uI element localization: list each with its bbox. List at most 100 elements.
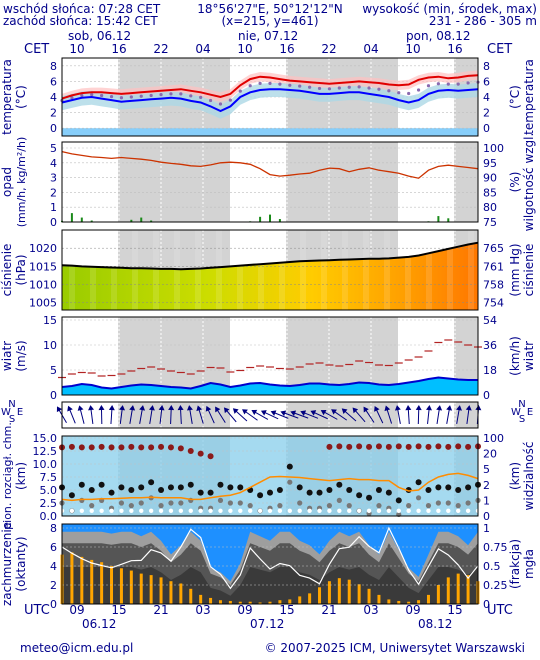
fog-bar (308, 593, 312, 604)
top-tick-label: 10 (69, 42, 84, 56)
day-label-sun: nie, 07.12 (238, 29, 298, 43)
bottom-tick-label: 09 (237, 603, 252, 617)
feels-like-point (218, 102, 223, 106)
feels-like-point (377, 87, 381, 91)
fog-bar (407, 601, 411, 604)
feels-like-point (288, 83, 292, 87)
fog-bar (189, 588, 193, 604)
top-tick-label: 22 (153, 42, 168, 56)
cloud-top-point (356, 443, 363, 450)
fog-point (366, 508, 372, 513)
cloud-top-point (346, 443, 353, 450)
fog-bar (90, 559, 94, 604)
wind-arrow-head (168, 405, 175, 411)
cloud-low-point (128, 503, 134, 509)
left-tick-label: 1 (50, 201, 57, 214)
fog-point (158, 508, 164, 513)
wind-arrow-head (270, 410, 277, 416)
pressure-right-unit: (mm Hg) (508, 243, 522, 296)
cloud-low-point (465, 500, 471, 506)
wind-arrow (320, 409, 338, 420)
wind-arrow (242, 409, 258, 421)
wind-arrow-head (456, 405, 462, 411)
cloud-low-point (217, 497, 224, 503)
wind-arrow (426, 405, 432, 425)
fog-bar (466, 575, 470, 604)
wind-arrow-head (232, 408, 239, 414)
cloud-base-point (197, 489, 204, 496)
cloud-low-point (227, 500, 233, 506)
cloud-base-point (326, 487, 333, 493)
wind-arrow-head (88, 405, 95, 411)
compass-letter-right: E (527, 407, 533, 418)
cloud-top-point (88, 444, 95, 451)
fog-point (228, 508, 233, 513)
fog-point (347, 508, 352, 513)
feels-like-point (100, 93, 104, 98)
wind-arrow (67, 405, 76, 424)
wind-axis-label: wiatr (0, 341, 14, 371)
left-tick-label: 15 (43, 314, 57, 327)
wind-right-label: wiatr (522, 341, 536, 371)
fog-point (307, 508, 312, 513)
wind-arrow-head (310, 410, 317, 416)
feels-like-point (426, 84, 431, 88)
fog-bar (357, 584, 361, 604)
cloud-top-point (435, 443, 442, 450)
right-tick-label: 100 (483, 142, 504, 155)
fog-point (168, 508, 174, 513)
fog-bar (318, 587, 322, 604)
temperature-right-unit: (°C) (508, 85, 522, 109)
cloud-base-point (375, 487, 382, 493)
pressure-axis-unit: (hPa) (14, 254, 28, 285)
contact-email[interactable]: meteo@icm.edu.pl (20, 641, 133, 655)
fog-bar (446, 577, 450, 604)
feels-like-point (268, 81, 272, 85)
fog-point (208, 508, 213, 513)
feels-like-point (199, 95, 203, 99)
cloud-low-point (237, 500, 243, 506)
night-band (286, 402, 398, 428)
cloud-top-point (128, 443, 135, 450)
right-tick-label: 8 (483, 60, 490, 73)
feels-like-point (416, 88, 421, 92)
wind-arrow (196, 405, 204, 424)
wind-arrow (119, 405, 126, 424)
fog-point (119, 508, 124, 513)
night-band (454, 142, 478, 222)
wind-arrow (205, 405, 215, 424)
precip-bar (150, 220, 153, 222)
cloud-top-point (177, 445, 184, 452)
cloud-low-point (445, 500, 451, 506)
cloud-top-point (326, 443, 333, 450)
wind-arrow (129, 405, 136, 424)
humidity-line (61, 150, 479, 179)
wind-arrow (251, 409, 269, 420)
cloud-base-point (128, 487, 135, 493)
wind-right-unit: (km/h) (508, 336, 522, 376)
dewpoint-line (61, 88, 479, 113)
bottom-day-1: 06.12 (82, 617, 116, 631)
panel-border (61, 316, 479, 396)
cloud-top-point (98, 443, 105, 450)
left-tick-label: 7.5 (40, 471, 58, 484)
right-tick-label: 0.5 (483, 560, 501, 573)
cloud-base-point (257, 492, 264, 499)
precip-bar (80, 217, 83, 222)
fog-bar (278, 600, 282, 604)
wind-arrow (177, 405, 184, 425)
bottom-tick-label: 21 (153, 603, 168, 617)
wind-arrow (148, 405, 155, 424)
bottom-day-3: 08.12 (418, 617, 452, 631)
wind-arrow-head (67, 405, 73, 412)
left-tick-label: 2.5 (40, 497, 58, 510)
wind-arrow-head (108, 405, 115, 411)
compass-letter: W (1, 407, 11, 418)
feels-like-point (397, 91, 401, 95)
cloud-low-point (336, 497, 342, 503)
fog-point (386, 508, 392, 513)
